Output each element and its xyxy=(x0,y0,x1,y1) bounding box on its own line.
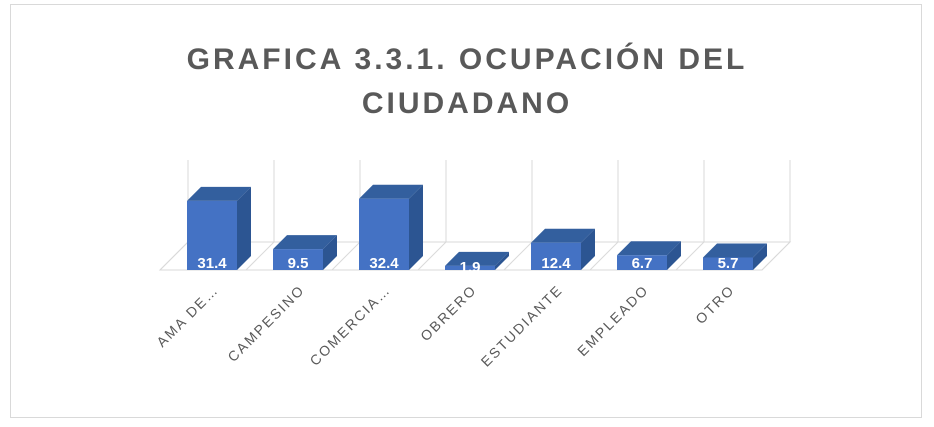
data-label: 12.4 xyxy=(541,255,571,272)
bar-face xyxy=(323,235,337,270)
data-label: 31.4 xyxy=(197,255,227,272)
bar-face xyxy=(237,186,251,270)
floor-line xyxy=(245,241,275,271)
bar xyxy=(359,184,423,270)
chart-frame xyxy=(10,4,922,418)
data-label: 6.7 xyxy=(632,255,653,272)
bar xyxy=(273,235,337,270)
chart-title: GRAFICA 3.3.1. OCUPACIÓN DEL CIUDADANO xyxy=(186,43,748,120)
bar-face xyxy=(703,243,767,258)
bar-face xyxy=(617,255,667,270)
bar-face xyxy=(187,186,251,201)
bar-face xyxy=(273,249,323,270)
floor-line xyxy=(589,241,619,271)
x-tick-label: OTRO xyxy=(692,281,738,327)
data-label: 5.7 xyxy=(718,255,739,272)
data-label: 9.5 xyxy=(288,255,309,272)
floor-line xyxy=(675,241,705,271)
bar-face xyxy=(703,257,753,270)
bar-face xyxy=(581,228,595,270)
x-tick-label: OBRERO xyxy=(417,281,480,344)
x-tick-label: ESTUDIANTE xyxy=(478,281,566,369)
x-tick-label: COMERCIA… xyxy=(306,281,393,368)
x-tick-label: CAMPESINO xyxy=(224,281,307,364)
x-tick-label: AMA DE… xyxy=(153,281,222,350)
floor-line xyxy=(503,241,533,271)
floor-line xyxy=(417,241,447,271)
bar-face xyxy=(445,265,495,270)
bar-face xyxy=(445,251,509,266)
bar-face xyxy=(409,184,423,270)
bar-face xyxy=(667,241,681,270)
bar-face xyxy=(187,200,237,270)
bar xyxy=(617,241,681,270)
bar-face xyxy=(531,242,581,270)
data-label: 1.9 xyxy=(460,259,481,276)
floor-line xyxy=(331,241,361,271)
data-label: 32.4 xyxy=(369,255,399,272)
bar-face xyxy=(495,251,509,270)
bar xyxy=(187,186,251,270)
bar-face xyxy=(273,235,337,250)
x-tick-label: EMPLEADO xyxy=(574,281,652,359)
bar-face xyxy=(617,241,681,256)
bar-face xyxy=(359,184,423,199)
bar-face xyxy=(531,228,595,243)
bar-face xyxy=(753,243,767,270)
bar xyxy=(703,243,767,270)
bar xyxy=(445,251,509,270)
bar-face xyxy=(359,198,409,270)
bar xyxy=(531,228,595,270)
